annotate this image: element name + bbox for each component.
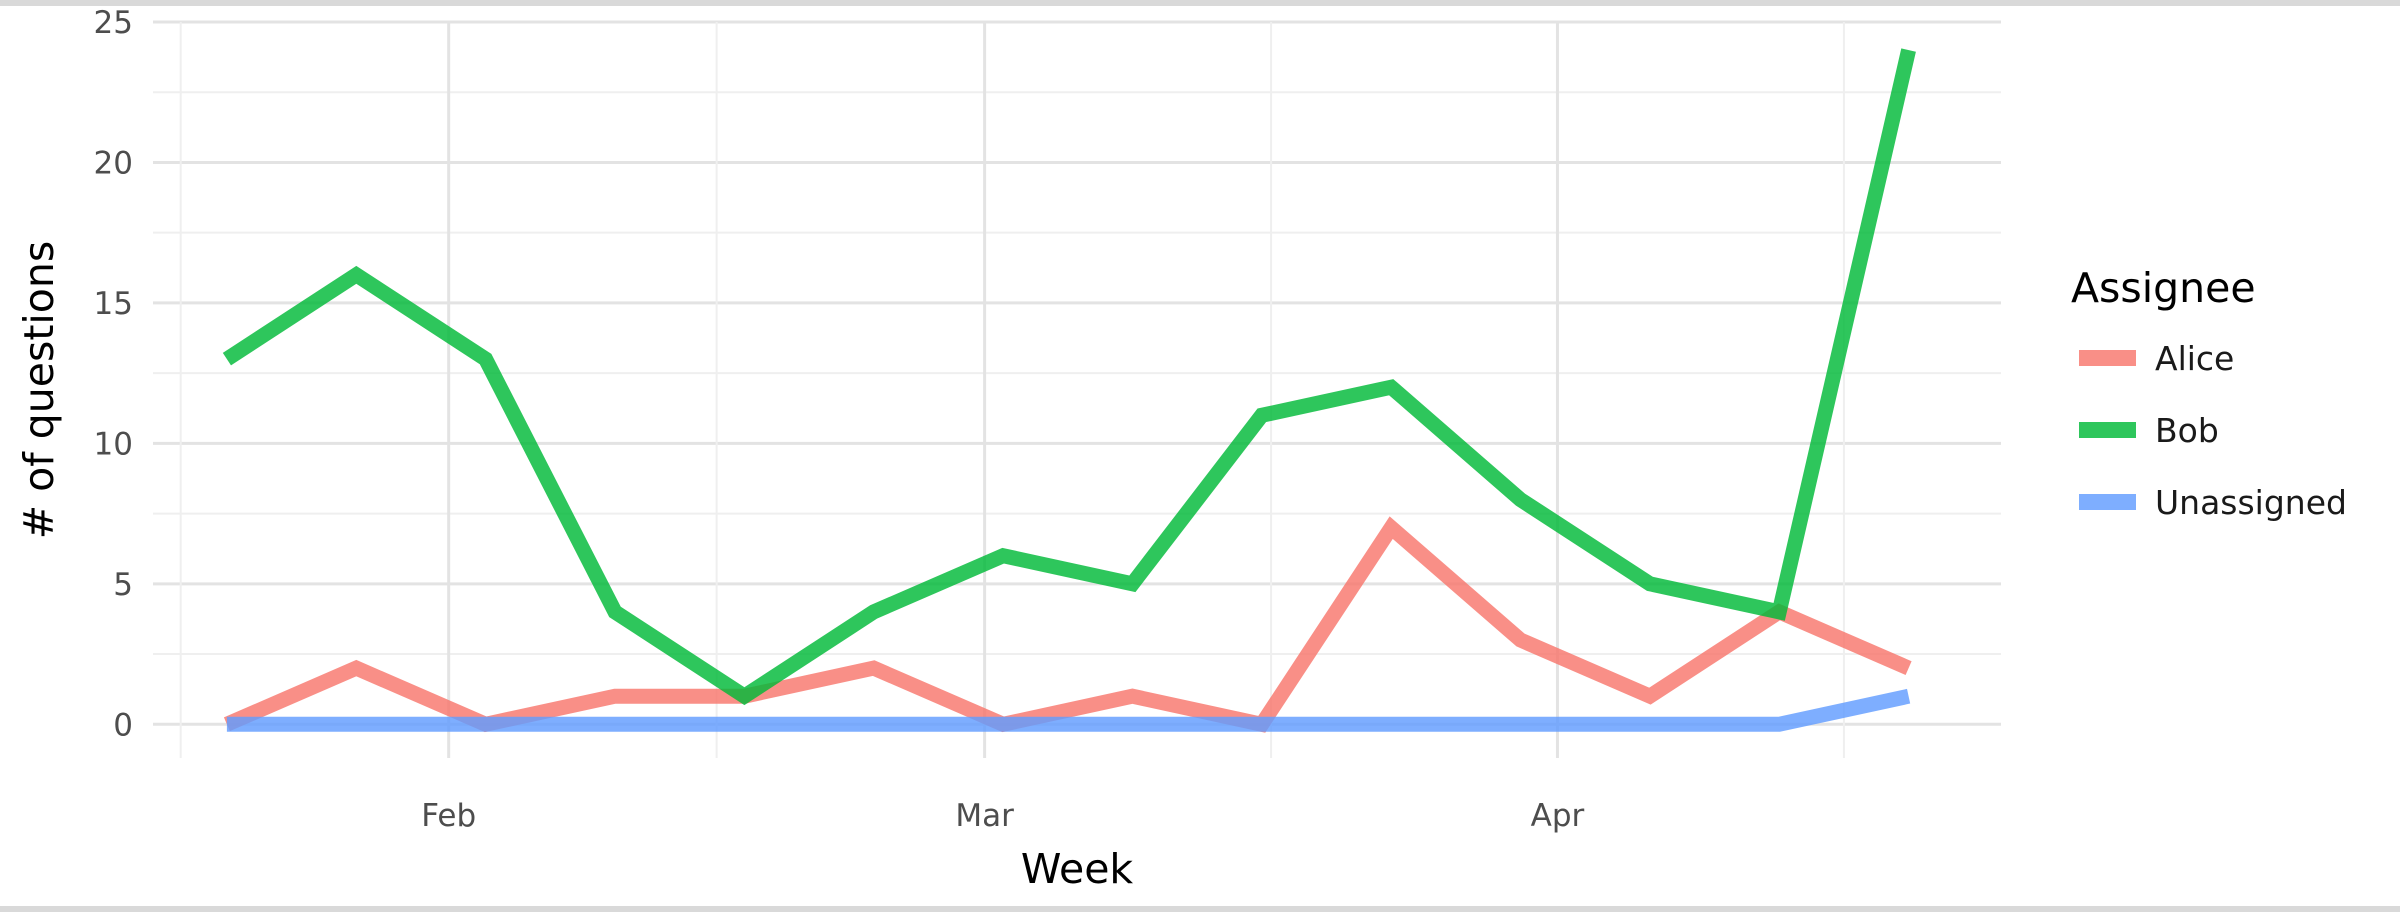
series-line-bob bbox=[222, 48, 1916, 706]
x-tick-label: Mar bbox=[955, 798, 1014, 834]
series-line-alice bbox=[223, 516, 1912, 733]
y-tick-label: 15 bbox=[94, 286, 133, 322]
y-tick-label: 5 bbox=[113, 567, 133, 603]
x-axis-title: Week bbox=[1021, 845, 1134, 893]
legend-label-alice: Alice bbox=[2155, 339, 2234, 378]
y-tick-labels: 0 5 10 15 20 25 bbox=[94, 5, 133, 743]
series-line-unassigned bbox=[226, 688, 1911, 732]
legend-label-unassigned: Unassigned bbox=[2155, 483, 2347, 522]
legend-key-unassigned bbox=[2079, 494, 2136, 510]
legend-items: Alice Bob Unassigned bbox=[2079, 339, 2347, 522]
x-tick-label: Apr bbox=[1531, 798, 1585, 834]
y-tick-label: 25 bbox=[94, 5, 133, 41]
legend: Assignee Alice Bob Unassigned bbox=[2071, 264, 2347, 522]
legend-title: Assignee bbox=[2071, 264, 2256, 312]
y-tick-label: 10 bbox=[94, 426, 133, 462]
bottom-border bbox=[0, 906, 2400, 912]
legend-label-bob: Bob bbox=[2155, 411, 2219, 450]
x-tick-labels: Feb Mar Apr bbox=[421, 798, 1584, 834]
legend-key-bob bbox=[2079, 422, 2136, 438]
top-border bbox=[0, 0, 2400, 6]
y-tick-label: 20 bbox=[94, 145, 133, 181]
series-layer bbox=[222, 48, 1916, 733]
legend-key-alice bbox=[2079, 350, 2136, 366]
x-tick-label: Feb bbox=[421, 798, 476, 834]
y-tick-label: 0 bbox=[113, 707, 133, 743]
y-axis-title: # of questions bbox=[15, 241, 63, 539]
